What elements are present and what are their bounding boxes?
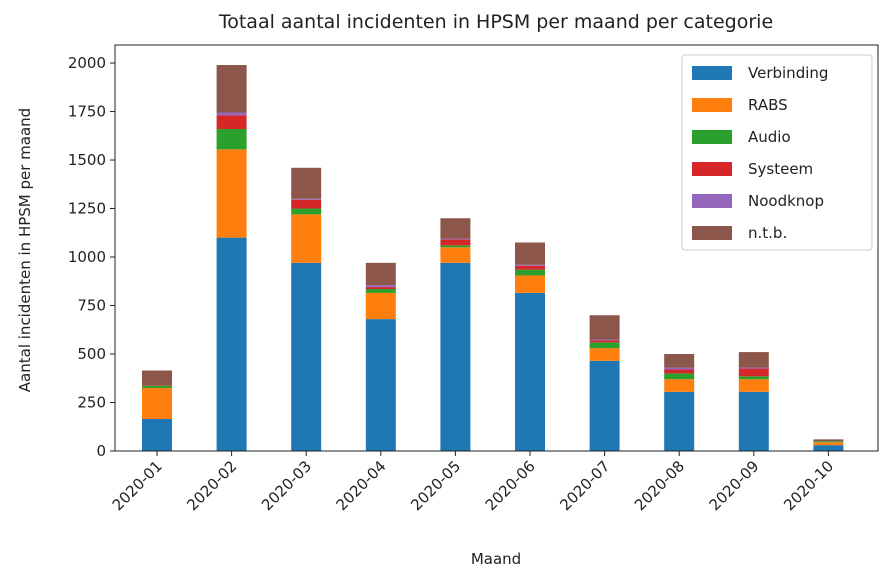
bar-segment — [589, 360, 620, 451]
plot-frame — [114, 44, 879, 452]
y-tick-label: 1500 — [68, 151, 106, 169]
bar-segment — [365, 289, 396, 293]
legend-box — [681, 54, 873, 251]
legend-swatch — [692, 130, 732, 144]
x-tick-label: 2020-02 — [183, 457, 240, 514]
bar-segment — [515, 264, 545, 266]
x-tick-label: 2020-06 — [482, 457, 539, 514]
bar-segment — [142, 385, 172, 386]
x-tick-label: 2020-03 — [258, 457, 315, 514]
bar-segment — [589, 342, 620, 349]
y-axis-label: Aantal incidenten in HPSM per maand — [16, 108, 34, 392]
bar-segment — [365, 262, 396, 286]
bar-segment — [664, 391, 695, 451]
bar-segment — [291, 262, 322, 451]
bar-segment — [515, 269, 545, 276]
bar-segment — [813, 442, 844, 446]
legend-label: n.t.b. — [748, 224, 787, 242]
y-tick-label: 750 — [77, 297, 106, 315]
x-tick-label: 2020-04 — [333, 457, 390, 514]
x-tick-label: 2020-07 — [556, 457, 613, 514]
bar-segment — [515, 242, 545, 265]
legend-label: Audio — [748, 128, 791, 146]
bar-segment — [365, 292, 396, 320]
bar-segment — [813, 445, 844, 451]
bar-segment — [738, 376, 769, 380]
bar-segment — [440, 239, 471, 246]
bar-segment — [142, 385, 172, 388]
bar-segment — [291, 208, 322, 215]
x-tick-label: 2020-10 — [780, 457, 837, 514]
legend-label: Noodknop — [748, 192, 824, 210]
bar-segment — [515, 265, 545, 270]
bar-segment — [515, 292, 545, 451]
y-tick-label: 250 — [77, 394, 106, 412]
y-tick-label: 1000 — [68, 248, 106, 266]
y-tick-label: 1750 — [68, 103, 106, 121]
chart-title: Totaal aantal incidenten in HPSM per maa… — [218, 11, 773, 33]
legend-swatch — [692, 194, 732, 208]
bar-segment — [738, 367, 769, 369]
bar-segment — [738, 352, 769, 368]
bar-segment — [440, 238, 471, 240]
bar-segment — [365, 287, 396, 290]
bar-segment — [589, 348, 620, 361]
bar-segment — [216, 112, 247, 116]
bar-segment — [738, 368, 769, 377]
bar-segment — [664, 369, 695, 374]
x-tick-label: 2020-01 — [109, 457, 166, 514]
bar-segment — [738, 379, 769, 392]
bar-segment — [813, 439, 844, 442]
bar-segment — [216, 149, 247, 238]
bar-segment — [142, 370, 172, 386]
y-tick-label: 1250 — [68, 200, 106, 218]
legend-label: Systeem — [748, 160, 813, 178]
x-tick-label: 2020-05 — [407, 457, 464, 514]
bar-segment — [365, 319, 396, 451]
legend-swatch — [692, 162, 732, 176]
bar-segment — [664, 354, 695, 368]
bar-segment — [440, 245, 471, 248]
bar-segment — [216, 128, 247, 150]
bar-segment — [664, 367, 695, 370]
bar-segment — [216, 64, 247, 113]
y-tick-label: 2000 — [68, 54, 106, 72]
bar-segment — [589, 315, 620, 340]
legend-label: Verbinding — [748, 64, 828, 82]
bar-segment — [216, 115, 247, 129]
x-tick-label: 2020-08 — [631, 457, 688, 514]
bar-segment — [664, 373, 695, 380]
bar-segment — [589, 340, 620, 343]
bar-segment — [291, 167, 322, 199]
legend-swatch — [692, 66, 732, 80]
bar-segment — [216, 237, 247, 451]
bar-segment — [515, 275, 545, 293]
bar-segment — [291, 214, 322, 263]
bar-segment — [142, 387, 172, 419]
bar-segment — [589, 339, 620, 341]
x-axis-label: Maand — [471, 550, 521, 568]
bar-segment — [664, 379, 695, 392]
bar-segment — [440, 262, 471, 451]
bar-segment — [142, 418, 172, 451]
bar-segment — [813, 441, 844, 443]
legend-swatch — [692, 226, 732, 240]
legend-label: RABS — [748, 96, 788, 114]
bar-segment — [365, 285, 396, 288]
bar-segment — [291, 198, 322, 200]
bar-segment — [738, 391, 769, 451]
y-tick-label: 0 — [96, 442, 106, 460]
bar-segment — [440, 218, 471, 239]
x-tick-label: 2020-09 — [706, 457, 763, 514]
legend-swatch — [692, 98, 732, 112]
y-tick-label: 500 — [77, 345, 106, 363]
bar-segment — [291, 199, 322, 209]
bar-segment — [440, 247, 471, 263]
